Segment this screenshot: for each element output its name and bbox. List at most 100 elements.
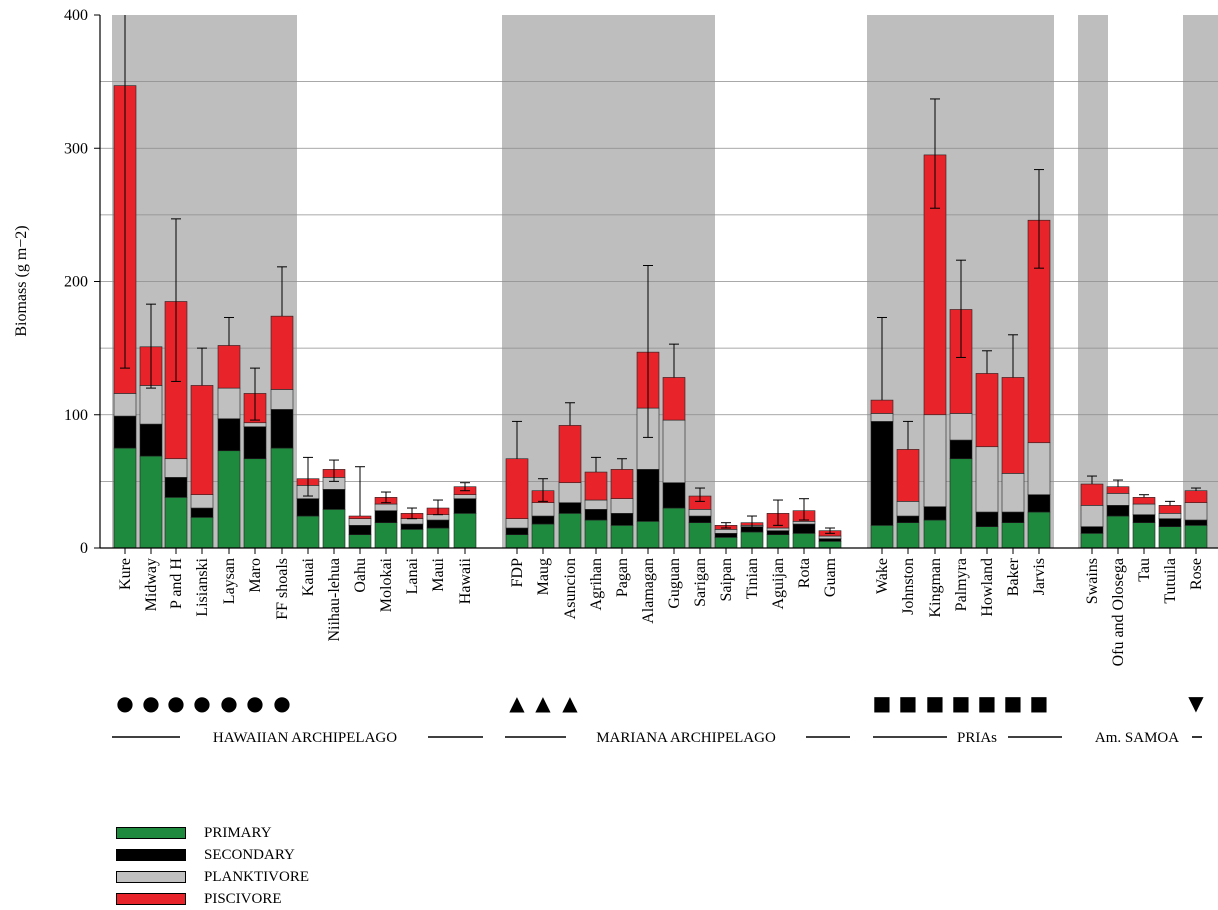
- bar-segment-piscivore: [584, 471, 608, 501]
- bar-segment-primary: [374, 522, 398, 549]
- bar-segment-planktivore: [896, 501, 920, 517]
- bar-segment-secondary: [453, 498, 477, 514]
- region-symbol: ■: [1004, 691, 1023, 715]
- bar-stack-32: [1001, 377, 1025, 549]
- bar-segment-secondary: [348, 525, 372, 535]
- bar-segment-piscivore: [1080, 483, 1104, 506]
- x-tick-label: Maug: [535, 558, 552, 595]
- legend-item-piscivore: PISCIVORE: [116, 888, 309, 910]
- bar-segment-piscivore: [270, 315, 294, 390]
- bar-segment-piscivore: [1001, 377, 1025, 474]
- bar-segment-planktivore: [870, 413, 894, 422]
- x-tick-label: Laysan: [221, 558, 238, 604]
- bar-stack-10: [374, 497, 398, 549]
- x-tick-label: Kingman: [927, 558, 944, 618]
- bar-segment-secondary: [1080, 526, 1104, 534]
- bar-segment-piscivore: [505, 458, 529, 519]
- bar-segment-primary: [453, 513, 477, 549]
- bar-segment-primary: [217, 450, 241, 549]
- bar-segment-secondary: [1001, 511, 1025, 523]
- bar-segment-primary: [243, 458, 267, 549]
- bar-segment-primary: [505, 534, 529, 549]
- bar-segment-primary: [1027, 511, 1051, 549]
- bar-segment-secondary: [296, 498, 320, 517]
- bar-segment-secondary: [1132, 514, 1156, 523]
- bar-segment-secondary: [662, 482, 686, 509]
- x-tick-label: Kure: [117, 558, 134, 590]
- bar-segment-secondary: [113, 415, 137, 449]
- bar-segment-piscivore: [662, 377, 686, 421]
- bar-stack-14: [505, 458, 529, 549]
- bar-segment-secondary: [558, 502, 582, 514]
- bar-segment-secondary: [1184, 519, 1208, 526]
- bar-segment-secondary: [923, 506, 947, 521]
- x-tick-label: Baker: [1005, 557, 1022, 596]
- bar-stack-38: [1184, 490, 1208, 549]
- x-tick-label: Rota: [796, 558, 813, 588]
- bar-segment-piscivore: [870, 399, 894, 414]
- bar-segment-primary: [1080, 533, 1104, 549]
- x-tick-label: Aguijan: [770, 558, 787, 610]
- bar-segment-piscivore: [975, 373, 999, 448]
- legend-item-primary: PRIMARY: [116, 822, 309, 844]
- legend-item-secondary: SECONDARY: [116, 844, 309, 866]
- region-symbol: ▲: [509, 691, 525, 715]
- bar-stack-21: [688, 495, 712, 549]
- x-tick-label: Tinian: [744, 558, 761, 599]
- bar-segment-planktivore: [1158, 513, 1182, 519]
- bar-segment-piscivore: [1106, 486, 1130, 494]
- bar-segment-secondary: [636, 469, 660, 522]
- region-label: HAWAIIAN ARCHIPELAGO: [213, 730, 397, 746]
- bar-segment-primary: [1106, 515, 1130, 549]
- x-tick-label: Saipan: [718, 558, 735, 602]
- x-tick-label: Molokai: [378, 557, 395, 612]
- bar-segment-planktivore: [1106, 493, 1130, 506]
- bar-segment-primary: [426, 527, 450, 549]
- bar-segment-piscivore: [610, 469, 634, 499]
- bar-segment-planktivore: [558, 482, 582, 503]
- x-tick-label: Asuncion: [562, 558, 579, 619]
- x-tick-label: Wake: [874, 558, 891, 594]
- region-symbol: ▲: [535, 691, 551, 715]
- bar-segment-secondary: [714, 533, 738, 538]
- bar-segment-primary: [270, 447, 294, 549]
- bar-segment-primary: [322, 509, 346, 549]
- region-labels: ● ● ● ● ● ● ●HAWAIIAN ARCHIPELAGO▲ ▲ ▲MARIANA AR…: [112, 691, 1204, 746]
- bar-segment-planktivore: [1184, 502, 1208, 521]
- y-tick-label: 100: [64, 407, 88, 424]
- bar-segment-secondary: [1158, 518, 1182, 527]
- bar-segment-planktivore: [766, 527, 790, 531]
- bar-segment-planktivore: [584, 499, 608, 510]
- bar-segment-secondary: [818, 538, 842, 542]
- axes: [94, 14, 1218, 554]
- bar-segment-planktivore: [688, 509, 712, 517]
- legend-label-primary: PRIMARY: [204, 824, 272, 841]
- bar-segment-secondary: [792, 523, 816, 534]
- bar-stack-2: [164, 301, 188, 549]
- region-2: ■ ■ ■ ■ ■ ■ ■ PRIAs: [873, 691, 1062, 746]
- bar-segment-planktivore: [453, 494, 477, 499]
- x-tick-label: Tau: [1136, 558, 1153, 582]
- bar-segment-secondary: [374, 510, 398, 523]
- y-axis-label: Biomass (g m−2): [13, 225, 30, 336]
- bar-segment-piscivore: [348, 515, 372, 519]
- bar-segment-primary: [584, 519, 608, 549]
- bar-segment-secondary: [870, 421, 894, 526]
- bar-segment-primary: [1001, 522, 1025, 549]
- bar-stack-9: [348, 515, 372, 549]
- region-3: ▼ Am. SAMOA: [1095, 691, 1204, 746]
- region-symbol: ■: [873, 691, 892, 715]
- bar-segment-secondary: [400, 523, 424, 530]
- x-tick-label: Guguan: [666, 558, 683, 609]
- x-tick-label: Kauai: [300, 557, 317, 596]
- bar-segment-planktivore: [139, 385, 163, 425]
- bar-stack-33: [1027, 219, 1051, 549]
- x-tick-label: Guam: [822, 557, 839, 597]
- region-symbol: ■: [1030, 691, 1049, 715]
- bar-segment-secondary: [610, 513, 634, 526]
- region-symbol: ■: [952, 691, 971, 715]
- bar-stack-17: [584, 471, 608, 549]
- bar-segment-planktivore: [400, 518, 424, 525]
- bar-segment-piscivore: [190, 385, 214, 495]
- x-tick-label: Jarvis: [1031, 558, 1048, 595]
